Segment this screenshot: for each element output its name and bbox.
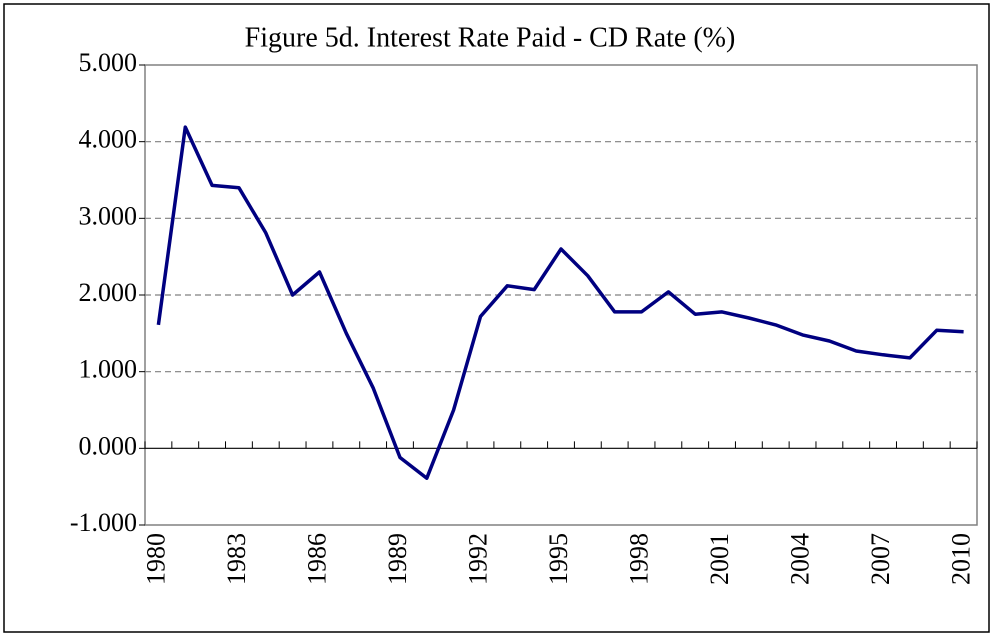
x-tick-label: 1989 <box>383 533 412 585</box>
x-tick-label: 2007 <box>866 533 895 585</box>
y-tick-label: 3.000 <box>79 201 138 230</box>
x-tick-label: 1998 <box>624 533 653 585</box>
x-tick-label: 2010 <box>947 533 976 585</box>
x-tick-label: 1992 <box>463 533 492 585</box>
data-line <box>156 125 964 480</box>
x-tick-label: 1983 <box>222 533 251 585</box>
y-tick-label: -1.000 <box>70 508 137 537</box>
x-tick-label: 1980 <box>141 533 170 585</box>
y-tick-label: 2.000 <box>79 278 138 307</box>
chart-title: Figure 5d. Interest Rate Paid - CD Rate … <box>245 22 736 53</box>
y-tick-label: 4.000 <box>79 125 138 154</box>
x-tick-label: 1995 <box>544 533 573 585</box>
x-tick-label: 1986 <box>302 533 331 585</box>
x-tick-label: 2001 <box>705 533 734 585</box>
y-tick-label: 5.000 <box>79 48 138 77</box>
x-tick-label: 2004 <box>786 533 815 585</box>
y-tick-label: 0.000 <box>79 431 138 460</box>
y-tick-label: 1.000 <box>79 355 138 384</box>
